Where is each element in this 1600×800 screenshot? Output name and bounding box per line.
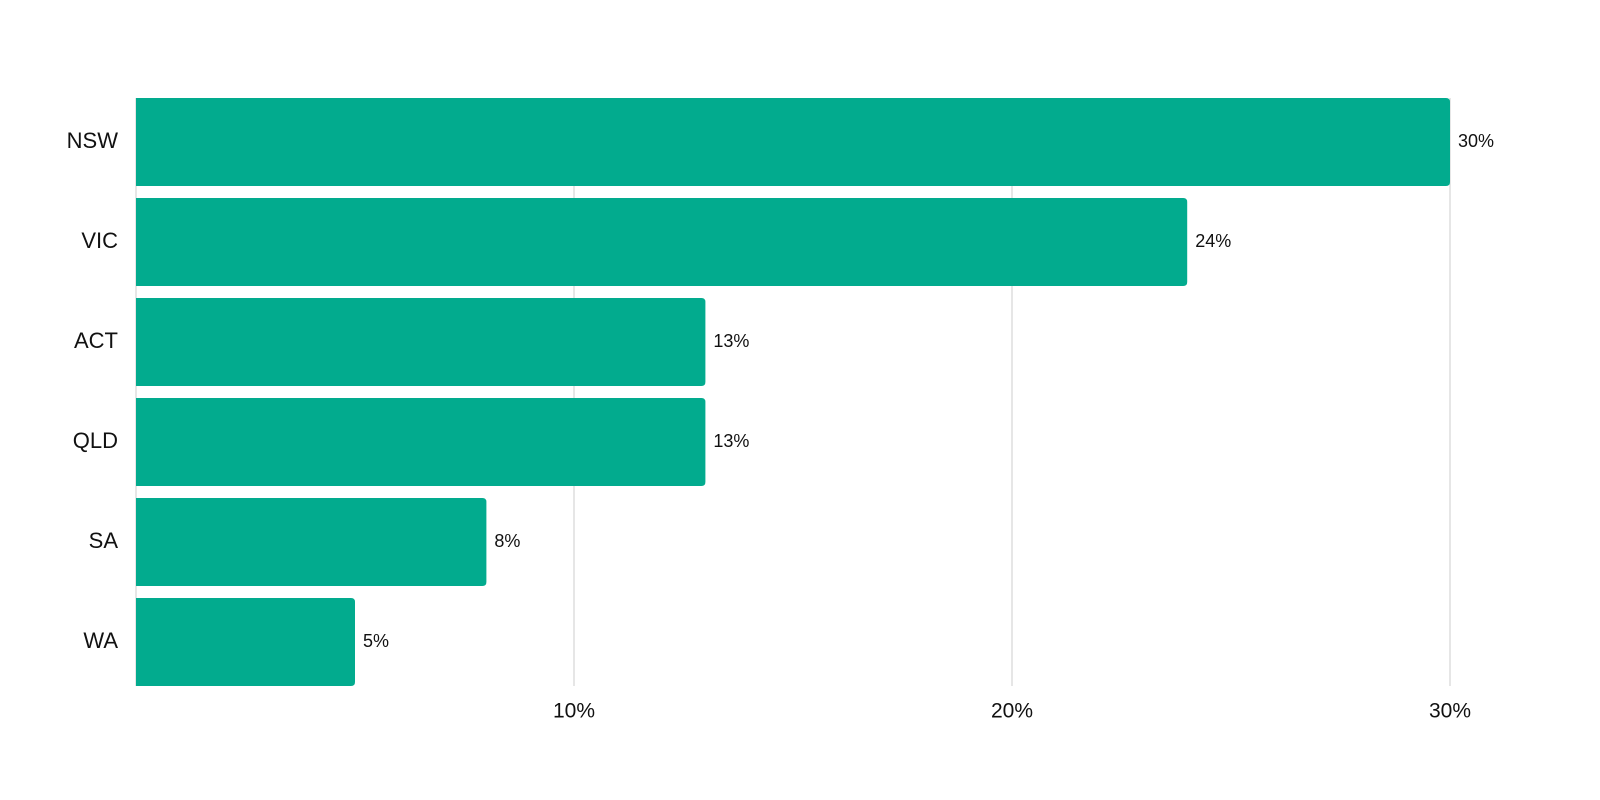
value-label: 30%	[1458, 131, 1494, 151]
category-label: WA	[83, 628, 118, 653]
category-label: SA	[89, 528, 119, 553]
bar	[136, 298, 706, 386]
category-label: ACT	[74, 328, 118, 353]
category-label: NSW	[67, 128, 119, 153]
x-tick-label: 30%	[1429, 700, 1471, 723]
x-tick-label: 20%	[991, 700, 1033, 723]
value-label: 8%	[494, 531, 520, 551]
category-label: QLD	[73, 428, 118, 453]
category-label: VIC	[81, 228, 118, 253]
value-label: 24%	[1195, 231, 1231, 251]
value-label: 13%	[713, 431, 749, 451]
bar	[136, 398, 706, 486]
bar	[136, 598, 355, 686]
value-label: 13%	[713, 331, 749, 351]
value-label: 5%	[363, 631, 389, 651]
x-tick-label: 10%	[553, 700, 595, 723]
bar	[136, 498, 487, 586]
bar	[136, 198, 1188, 286]
bar	[136, 98, 1450, 186]
